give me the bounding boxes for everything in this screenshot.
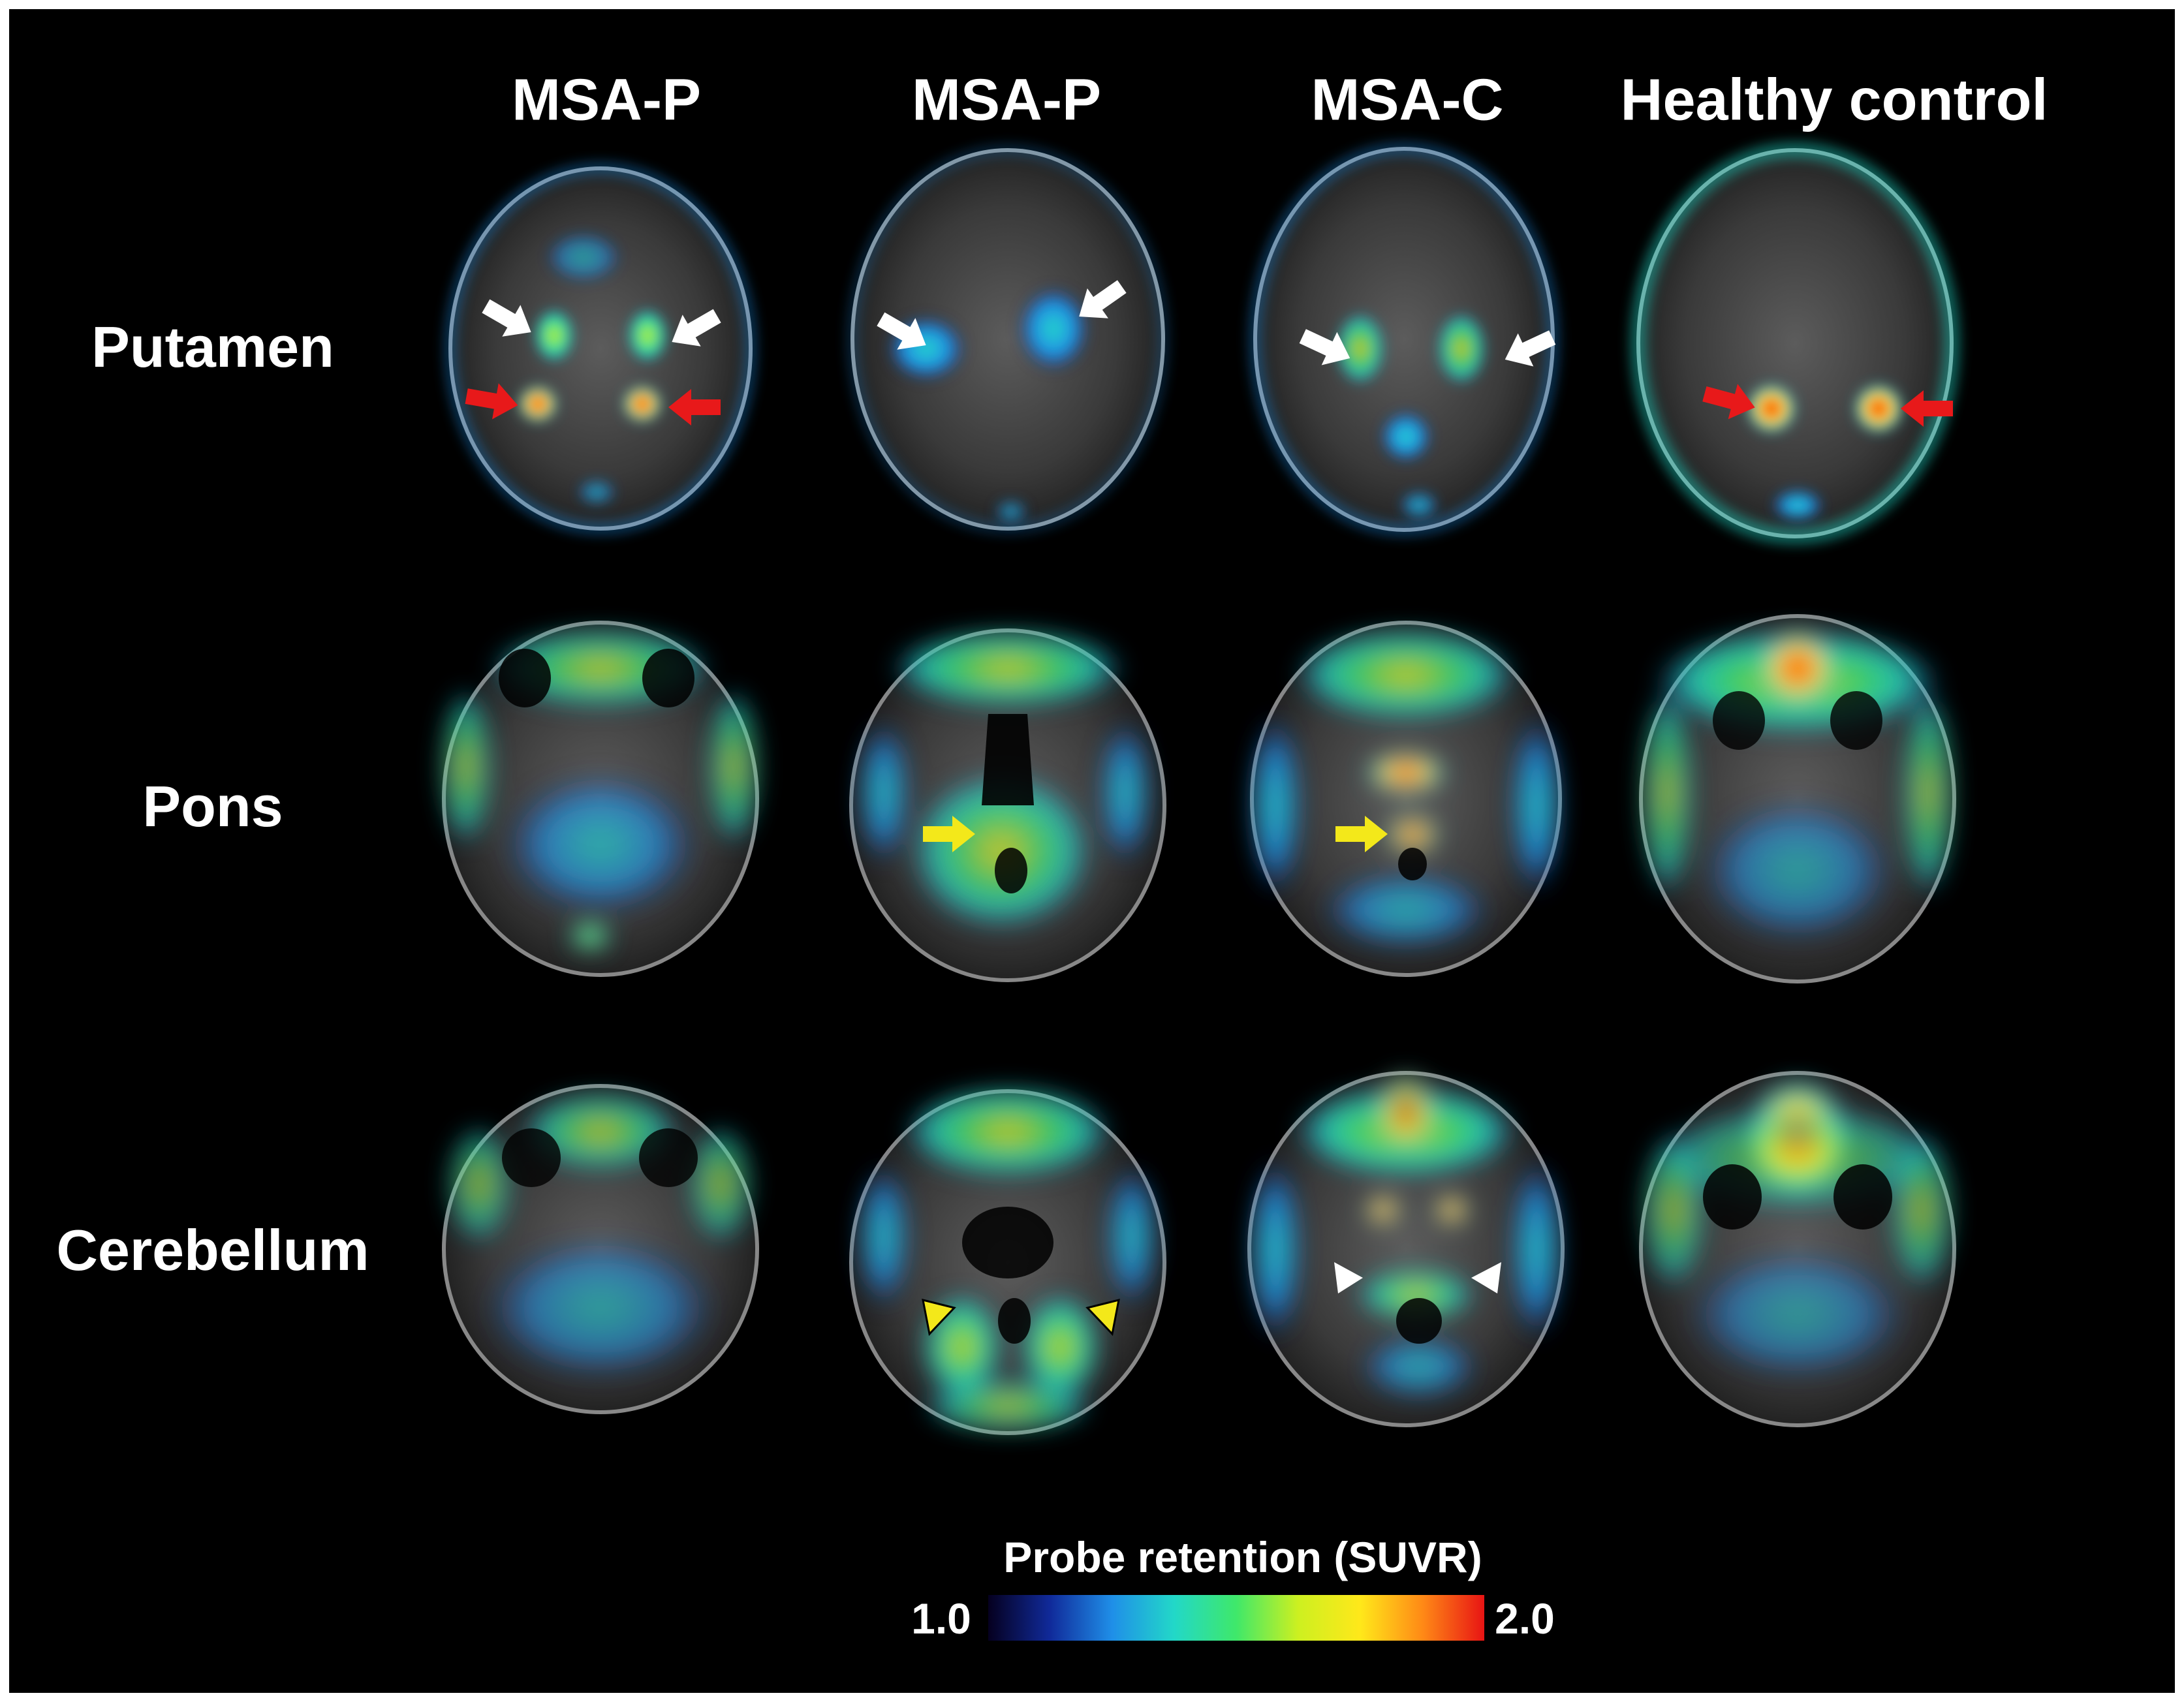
scan-putamen-healthy-control: [1631, 143, 1959, 544]
scan-cerebellum-msa-c: [1247, 1071, 1565, 1427]
arrow-white-putamen-msa-p-1-right: [672, 309, 721, 347]
colorbar-min-label: 1.0: [911, 1594, 971, 1643]
arrow-white-putamen-msa-c-right: [1505, 330, 1556, 367]
arrow-red-putamen-msa-p-1-left: [465, 383, 518, 420]
colorbar-max-label: 2.0: [1495, 1594, 1555, 1643]
scan-pons-msa-p-1: [440, 621, 760, 977]
row-label-putamen: Putamen: [91, 315, 334, 379]
scan-pons-healthy-control: [1639, 614, 1956, 983]
arrowhead-white-cerebellum-msa-c-right: [1471, 1262, 1501, 1293]
arrow-red-putamen-msa-p-1-right: [668, 389, 721, 425]
row-label-pons: Pons: [142, 774, 283, 839]
scan-pons-msa-p-2: [849, 628, 1166, 982]
arrowhead-yellow-cerebellum-msa-p-2-right: [1085, 1298, 1120, 1337]
scan-cerebellum-msa-p-1: [442, 1084, 759, 1414]
arrow-white-putamen-msa-p-2-right: [1079, 280, 1127, 318]
column-header-msa-p-2: MSA-P: [912, 67, 1101, 133]
colorbar-title: Probe retention (SUVR): [1003, 1533, 1482, 1581]
arrow-white-putamen-msa-c-left: [1299, 329, 1350, 365]
scan-pons-msa-c: [1249, 621, 1563, 977]
scan-putamen-msa-c: [1250, 144, 1558, 535]
arrowhead-white-cerebellum-msa-c-left: [1334, 1262, 1363, 1293]
scan-cerebellum-healthy-control: [1639, 1071, 1956, 1427]
row-label-cerebellum: Cerebellum: [56, 1218, 369, 1282]
figure-panel: MSA-P MSA-P MSA-C Healthy control Putame…: [9, 9, 2175, 1693]
colorbar-gradient: [988, 1595, 1484, 1641]
arrow-white-putamen-msa-p-2-left: [877, 312, 926, 350]
column-header-healthy-control: Healthy control: [1620, 67, 2048, 133]
arrowhead-yellow-cerebellum-msa-p-2-left: [922, 1298, 956, 1337]
arrow-white-putamen-msa-p-1-left: [482, 299, 531, 337]
arrow-red-putamen-healthy-control-left: [1702, 384, 1755, 420]
scan-putamen-msa-p-1: [446, 164, 755, 533]
arrow-yellow-pons-msa-c: [1335, 816, 1388, 852]
scan-putamen-msa-p-2: [849, 146, 1167, 533]
column-header-msa-p-1: MSA-P: [512, 67, 701, 133]
scan-cerebellum-msa-p-2: [849, 1086, 1166, 1435]
arrow-red-putamen-healthy-control-right: [1901, 390, 1953, 427]
arrow-yellow-pons-msa-p-2: [923, 816, 975, 852]
column-header-msa-c: MSA-C: [1311, 67, 1504, 133]
brain-scan-grid: [440, 143, 1959, 1435]
